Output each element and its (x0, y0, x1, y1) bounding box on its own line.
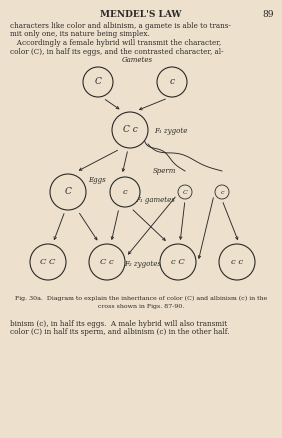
Text: 89: 89 (263, 10, 274, 19)
Text: characters like color and albinism, a gamete is able to trans-: characters like color and albinism, a ga… (10, 22, 231, 30)
Circle shape (178, 185, 192, 199)
Text: c: c (123, 188, 127, 196)
Circle shape (157, 67, 187, 97)
Circle shape (83, 67, 113, 97)
Text: cross shown in Figs. 87-90.: cross shown in Figs. 87-90. (98, 304, 184, 309)
Text: Fig. 30a.  Diagram to explain the inheritance of color (C) and albinism (c) in t: Fig. 30a. Diagram to explain the inherit… (15, 296, 267, 301)
Text: C: C (94, 78, 102, 86)
Text: C: C (183, 190, 187, 194)
Text: c: c (169, 78, 175, 86)
Text: F₁ gametes: F₁ gametes (135, 196, 175, 204)
Circle shape (219, 244, 255, 280)
Text: c c: c c (231, 258, 243, 266)
Text: F₁ zygote: F₁ zygote (154, 127, 187, 135)
Circle shape (30, 244, 66, 280)
Circle shape (160, 244, 196, 280)
Text: color (C) in half its sperm, and albinism (c) in the other half.: color (C) in half its sperm, and albinis… (10, 328, 229, 336)
Text: Eggs: Eggs (88, 176, 106, 184)
Circle shape (50, 174, 86, 210)
Text: Sperm: Sperm (153, 167, 176, 175)
Text: color (C), in half its eggs, and the contrasted character, al-: color (C), in half its eggs, and the con… (10, 47, 224, 56)
Text: MENDEL'S LAW: MENDEL'S LAW (100, 10, 182, 19)
Text: c C: c C (171, 258, 185, 266)
Circle shape (112, 112, 148, 148)
Circle shape (89, 244, 125, 280)
Text: Accordingly a female hybrid will transmit the character,: Accordingly a female hybrid will transmi… (10, 39, 221, 47)
Text: C c: C c (100, 258, 114, 266)
Text: C: C (65, 187, 71, 197)
Circle shape (110, 177, 140, 207)
Text: F₂ zygotes: F₂ zygotes (124, 260, 161, 268)
Circle shape (215, 185, 229, 199)
Text: C c: C c (123, 126, 137, 134)
Text: mit only one, its nature being simplex.: mit only one, its nature being simplex. (10, 31, 150, 39)
Text: C C: C C (40, 258, 56, 266)
Text: Gametes: Gametes (122, 56, 153, 64)
Text: binism (c), in half its eggs.  A male hybrid will also transmit: binism (c), in half its eggs. A male hyb… (10, 320, 227, 328)
Text: c: c (220, 190, 224, 194)
